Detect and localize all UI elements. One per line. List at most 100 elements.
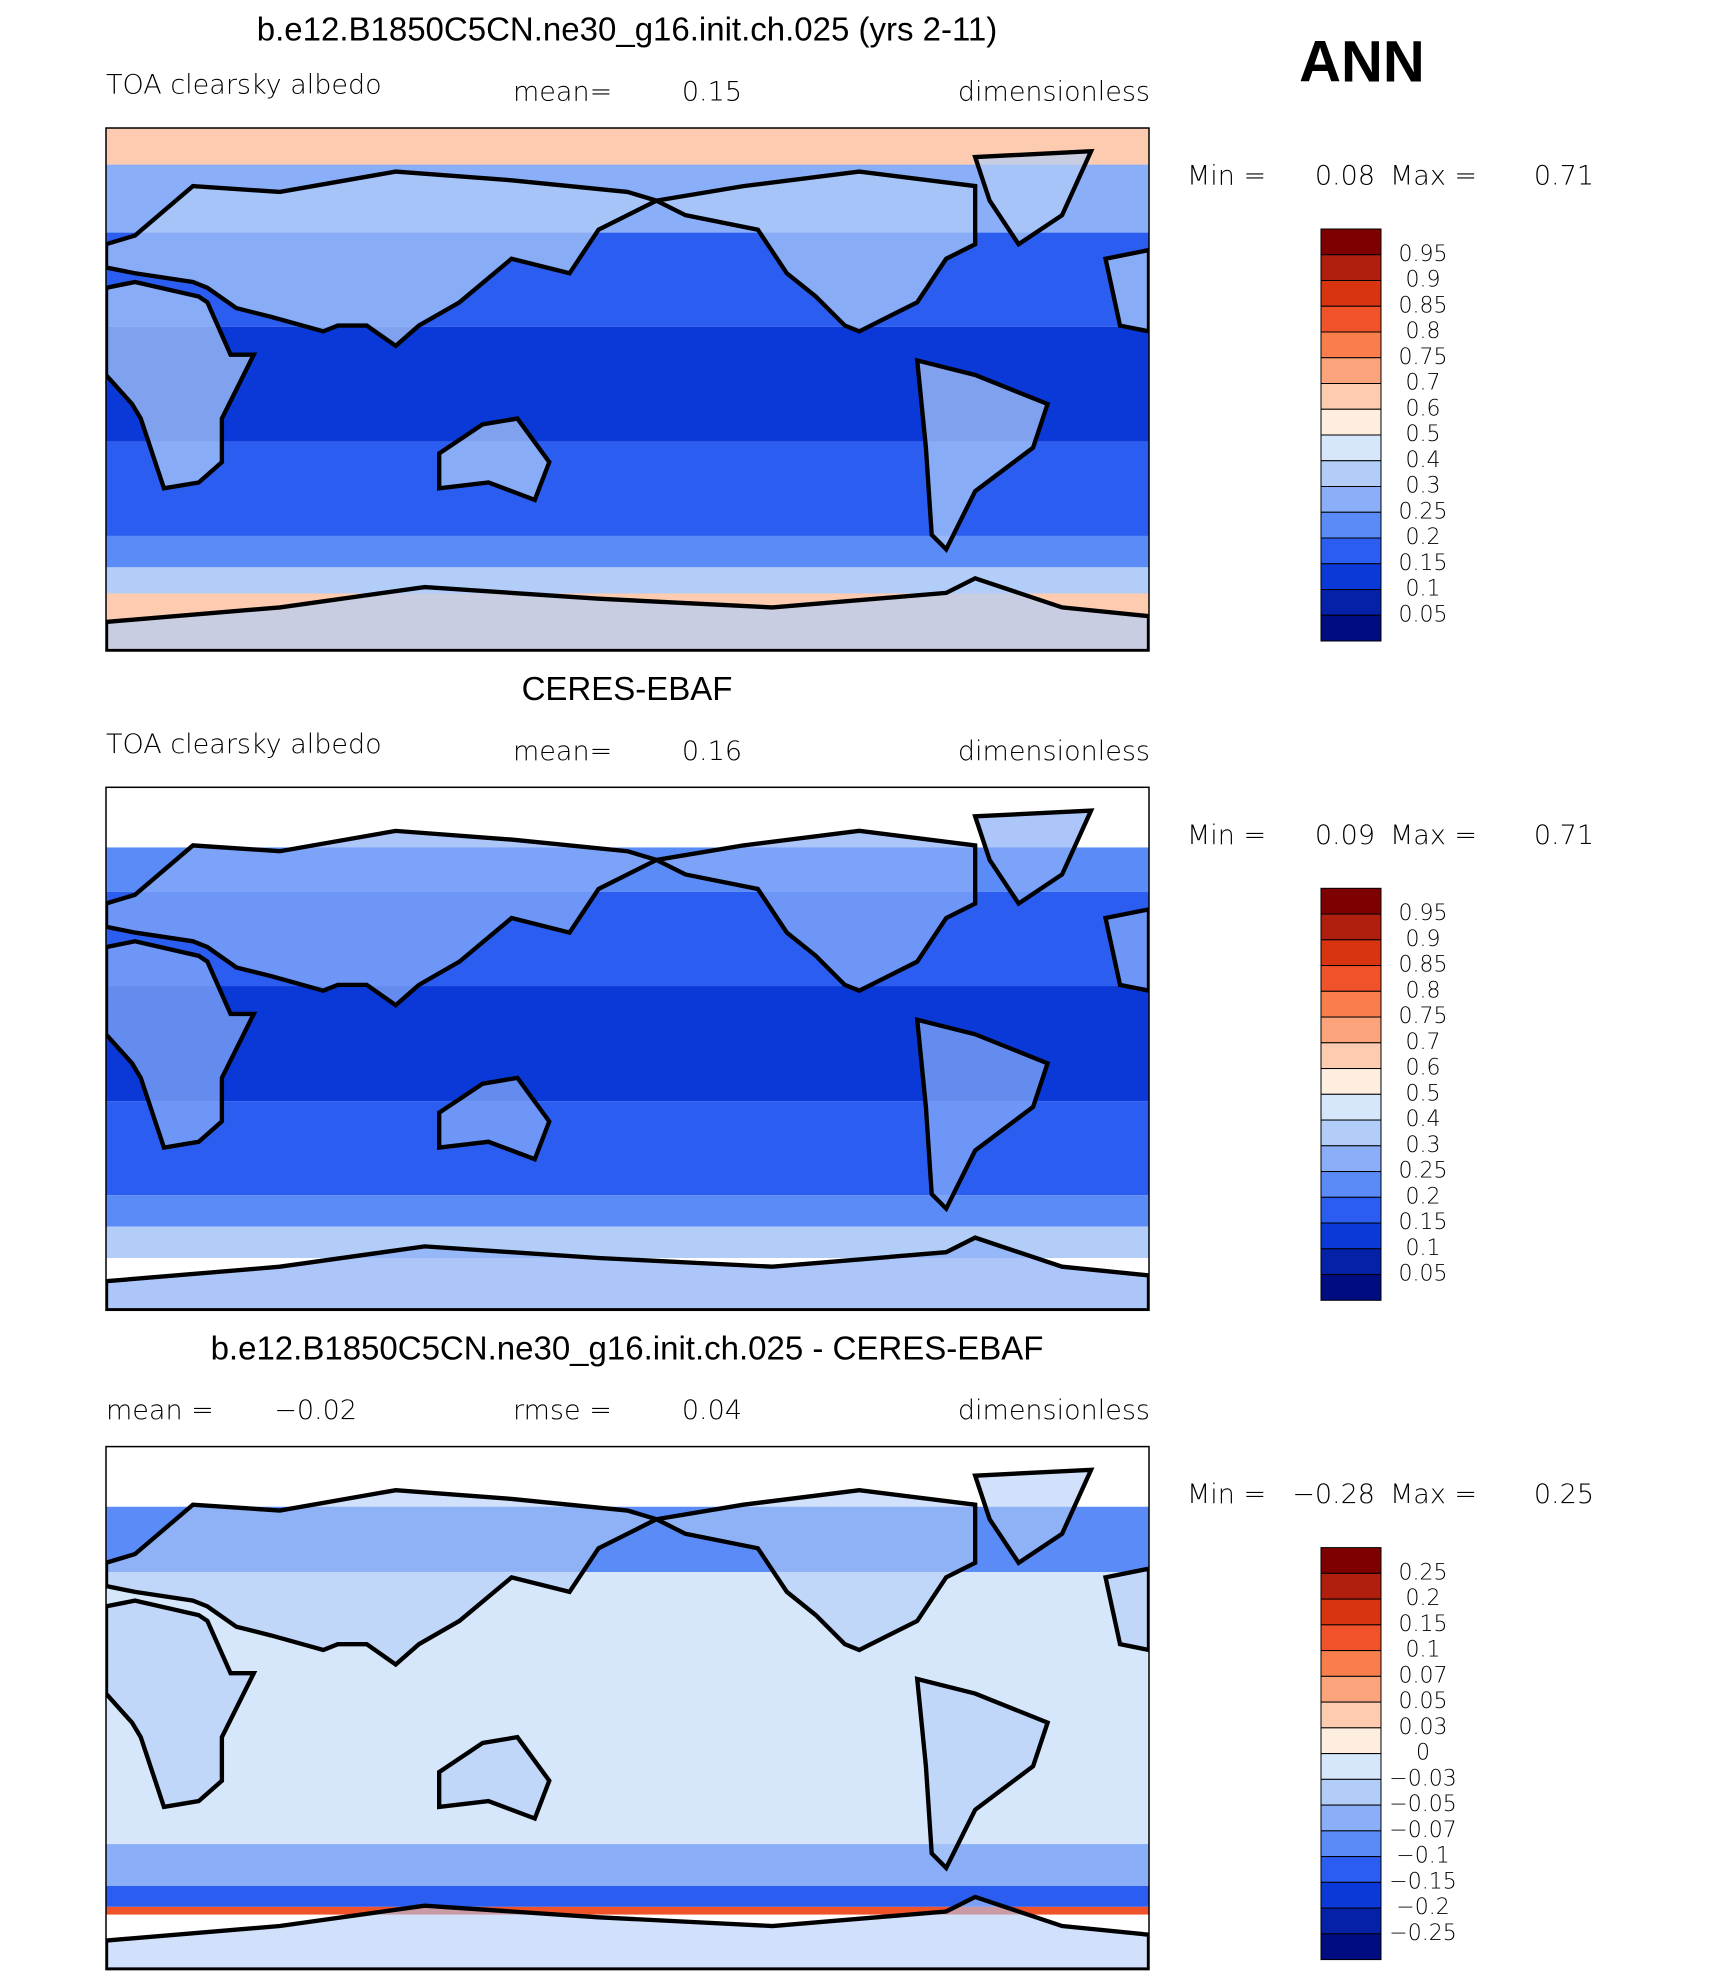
- colorbar-label: 0.95: [1399, 901, 1448, 926]
- stat-value: 0.04: [682, 1395, 742, 1426]
- colorbar-label: 0.5: [1406, 422, 1441, 447]
- colorbar-label: 0.05: [1399, 1689, 1448, 1714]
- field-label: TOA clearsky albedo: [106, 70, 382, 101]
- colorbar-swatch: [1320, 1196, 1382, 1224]
- colorbar-swatch: [1320, 305, 1382, 333]
- max-label: Max =: [1390, 820, 1477, 851]
- colorbar-label: 0.8: [1406, 319, 1441, 344]
- colorbar-label: 0.15: [1399, 551, 1448, 576]
- map-frame: [105, 127, 1150, 652]
- colorbar-swatch: [1320, 887, 1382, 915]
- map-frame: [105, 1445, 1150, 1971]
- min-label: Min =: [1187, 1479, 1266, 1510]
- stat-label: rmse =: [513, 1395, 612, 1426]
- colorbar-label: −0.2: [1396, 1895, 1449, 1920]
- colorbar-swatch: [1320, 460, 1382, 487]
- min-label: Min =: [1187, 161, 1266, 192]
- colorbar-swatch: [1320, 1572, 1382, 1600]
- colorbar-label: 0.1: [1406, 577, 1441, 602]
- max-value: 0.25: [1534, 1479, 1594, 1510]
- colorbar-label: 0.9: [1406, 268, 1441, 293]
- colorbar-swatch: [1320, 1701, 1382, 1729]
- colorbar-label: −0.05: [1389, 1792, 1456, 1817]
- season-label: ANN: [1299, 29, 1425, 94]
- panel-title: b.e12.B1850C5CN.ne30_g16.init.ch.025 (yr…: [257, 11, 998, 48]
- colorbar-label: 0.1: [1406, 1236, 1441, 1261]
- map-frame: [105, 786, 1150, 1312]
- map: [106, 787, 1149, 1311]
- map: [106, 128, 1149, 651]
- map: [106, 1446, 1149, 1970]
- max-value: 0.71: [1534, 161, 1594, 192]
- colorbar-swatch: [1320, 1042, 1382, 1070]
- colorbar-label: 0.4: [1406, 448, 1441, 473]
- colorbar-swatch: [1320, 589, 1382, 616]
- colorbar-swatch: [1320, 1248, 1382, 1276]
- colorbar-swatch: [1320, 1145, 1382, 1173]
- colorbar-swatch: [1320, 1171, 1382, 1198]
- stat-value: 0.15: [682, 77, 742, 108]
- colorbar-swatch: [1320, 331, 1382, 359]
- colorbar-label: 0.9: [1406, 927, 1441, 952]
- colorbar-swatch: [1320, 254, 1382, 281]
- colorbar-swatch: [1320, 913, 1382, 941]
- colorbar-label: 0.25: [1399, 499, 1448, 524]
- colorbar-label: 0.2: [1406, 525, 1441, 550]
- colorbar-swatch: [1320, 1830, 1382, 1858]
- colorbar-label: 0.03: [1399, 1715, 1448, 1740]
- colorbar-swatch: [1320, 1068, 1382, 1095]
- colorbar-label: 0.75: [1399, 345, 1448, 370]
- min-value: −0.28: [1292, 1479, 1375, 1510]
- colorbar-label: 0.8: [1406, 978, 1441, 1003]
- min-value: 0.09: [1315, 820, 1375, 851]
- min-label: Min =: [1187, 820, 1266, 851]
- units-label: dimensionless: [958, 77, 1150, 108]
- stat-value: −0.02: [274, 1395, 357, 1426]
- colorbar-swatch: [1320, 1675, 1382, 1703]
- colorbar-swatch: [1320, 1598, 1382, 1626]
- max-value: 0.71: [1534, 820, 1594, 851]
- colorbar-label: 0.2: [1406, 1184, 1441, 1209]
- colorbar-swatch: [1320, 1753, 1382, 1780]
- colorbar-label: 0.6: [1406, 1056, 1441, 1081]
- colorbar-swatch: [1320, 965, 1382, 992]
- units-label: dimensionless: [958, 1395, 1150, 1426]
- colorbar-label: 0.3: [1406, 1133, 1441, 1158]
- colorbar-label: 0.75: [1399, 1004, 1448, 1029]
- colorbar-swatch: [1320, 1222, 1382, 1250]
- panel-title: b.e12.B1850C5CN.ne30_g16.init.ch.025 - C…: [211, 1329, 1044, 1366]
- colorbar-label: 0.25: [1399, 1159, 1448, 1184]
- colorbar-swatch: [1320, 1624, 1382, 1652]
- colorbar-swatch: [1320, 1119, 1382, 1147]
- colorbar-swatch: [1320, 563, 1382, 590]
- field-label: TOA clearsky albedo: [106, 729, 382, 760]
- colorbar-label: −0.1: [1396, 1844, 1449, 1869]
- field-band: [106, 1885, 1149, 1907]
- colorbar-label: −0.03: [1389, 1766, 1456, 1791]
- field-band: [106, 1844, 1149, 1886]
- colorbar-swatch: [1320, 1274, 1382, 1301]
- field-band: [106, 1906, 1149, 1915]
- colorbar-swatch: [1320, 280, 1382, 307]
- colorbar-label: 0.7: [1406, 371, 1441, 396]
- colorbar-swatch: [1320, 939, 1382, 967]
- colorbar-swatch: [1320, 408, 1382, 436]
- colorbar-swatch: [1320, 1016, 1382, 1044]
- colorbar-swatch: [1320, 1907, 1382, 1935]
- colorbar-label: −0.25: [1389, 1921, 1456, 1946]
- colorbar-swatch: [1320, 1856, 1382, 1883]
- colorbar-swatch: [1320, 1933, 1382, 1961]
- colorbar-label: 0.85: [1399, 953, 1448, 978]
- colorbar-label: 0.2: [1406, 1586, 1441, 1611]
- colorbar-label: 0.25: [1399, 1560, 1448, 1585]
- stat-label: mean =: [106, 1395, 214, 1426]
- field-band: [106, 1195, 1149, 1227]
- panel-title: CERES-EBAF: [522, 670, 733, 707]
- stat-value: 0.16: [682, 736, 742, 767]
- colorbar-swatch: [1320, 1727, 1382, 1755]
- colorbar-label: 0.1: [1406, 1638, 1441, 1663]
- colorbar-label: 0: [1416, 1741, 1430, 1766]
- colorbar-swatch: [1320, 486, 1382, 513]
- colorbar-label: −0.07: [1389, 1818, 1456, 1843]
- colorbar-label: 0.5: [1406, 1081, 1441, 1106]
